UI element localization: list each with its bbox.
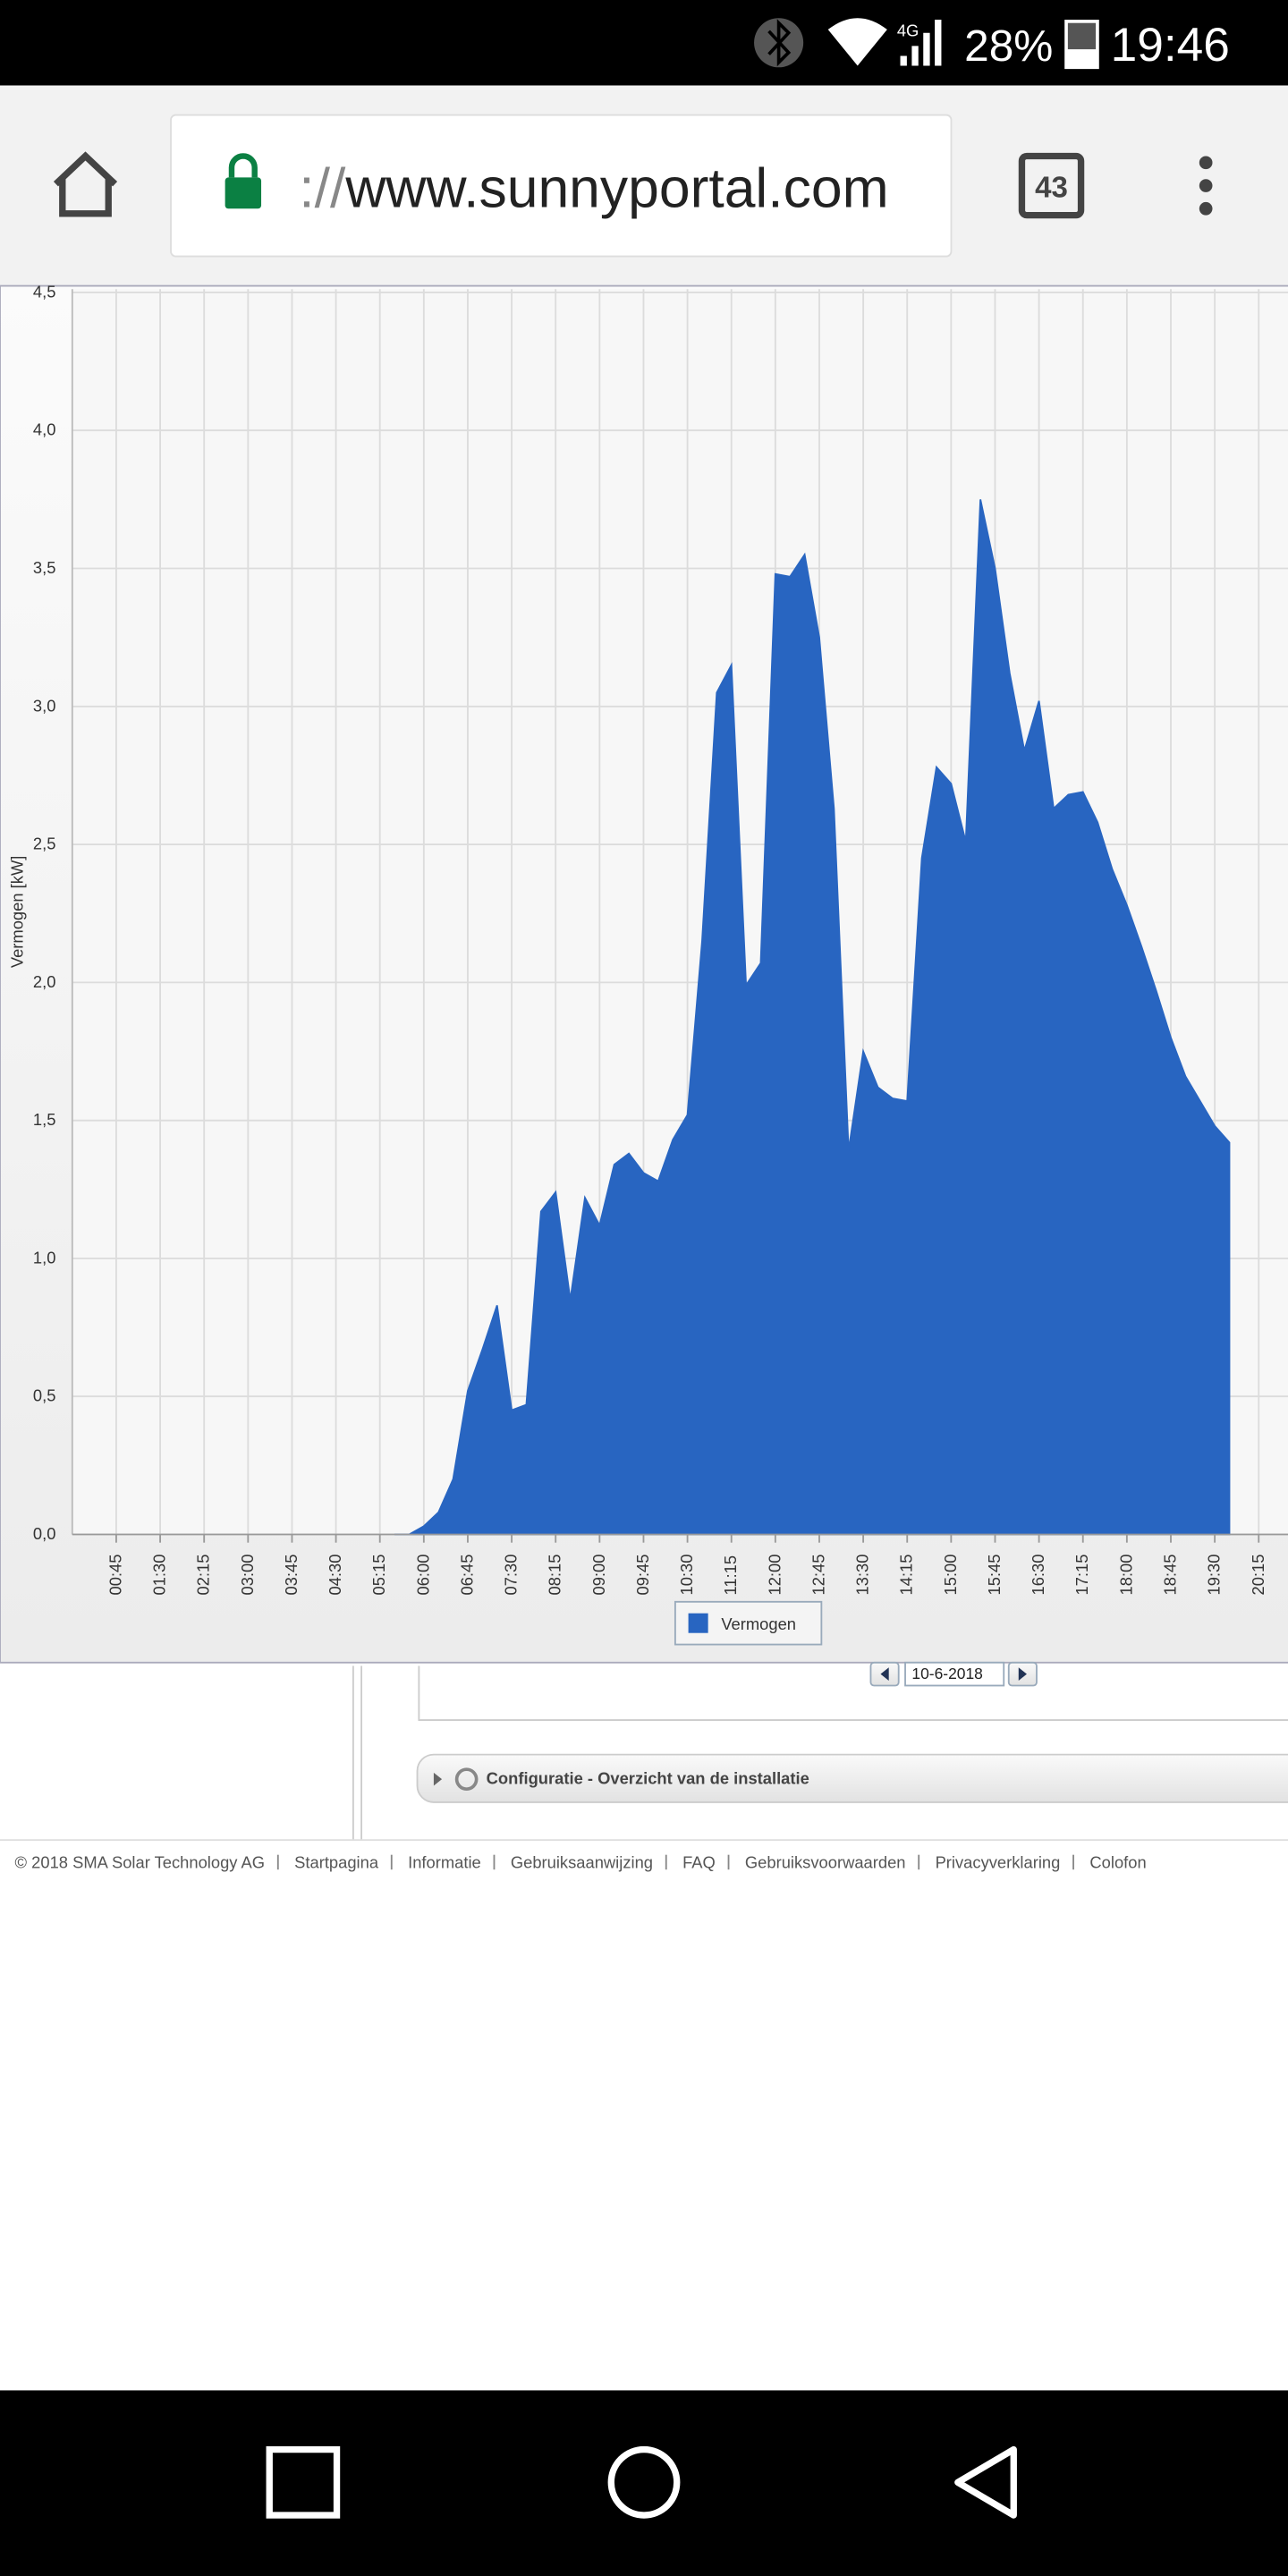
axis-labels: 0,0 0,5 1,0 1,5 2,0 2,5 3,0 3,5 4,0 4,5 00:45 01:30… <box>33 282 1267 1595</box>
y-tick-label: 0,0 <box>33 1524 56 1543</box>
footer-link[interactable]: Informatie <box>408 1852 481 1871</box>
legend-swatch <box>688 1613 708 1633</box>
network-type: 4G <box>897 21 919 39</box>
footer-link[interactable]: FAQ <box>682 1852 716 1871</box>
signal-icon <box>900 20 942 66</box>
x-tick-label: 14:15 <box>897 1555 916 1596</box>
footer: © 2018 SMA Solar Technology AG Startpagin… <box>15 1852 1147 1871</box>
footer-link: © 2018 SMA Solar Technology AG <box>15 1852 266 1871</box>
config-title: Configuratie - Overzicht van de installa… <box>487 1769 809 1788</box>
day-panel <box>418 1665 1288 1721</box>
legend-items: Vermogen <box>688 1613 796 1633</box>
x-tick-label: 10:30 <box>677 1555 696 1596</box>
gear-icon <box>454 1767 479 1792</box>
bluetooth-glyph <box>767 19 792 67</box>
battery-empty <box>1067 22 1097 50</box>
tab-count: 43 <box>1035 171 1068 204</box>
footer-link[interactable]: Gebruiksvoorwaarden <box>745 1852 906 1871</box>
menu-button[interactable] <box>1199 156 1213 216</box>
y-tick-label: 4,5 <box>33 282 56 301</box>
x-tick-label: 13:30 <box>853 1555 872 1596</box>
footer-link[interactable]: Gebruiksaanwijzing <box>511 1852 653 1871</box>
footer-link[interactable]: Privacyverklaring <box>936 1852 1061 1871</box>
x-tick-label: 03:45 <box>282 1555 301 1596</box>
home-button[interactable] <box>53 151 118 217</box>
url-scheme: :// <box>299 157 346 219</box>
x-tick-label: 00:45 <box>106 1555 124 1596</box>
plot <box>394 499 1231 1536</box>
next-arrow <box>1018 1667 1027 1681</box>
lock-icon <box>225 177 262 209</box>
nav-bar <box>0 2390 1288 2576</box>
x-tick-label: 02:15 <box>194 1555 213 1596</box>
x-tick-label: 15:45 <box>985 1555 1004 1596</box>
x-tick-label: 12:00 <box>765 1555 784 1596</box>
back-button[interactable] <box>954 2445 1017 2519</box>
y-tick-label: 1,5 <box>33 1110 56 1129</box>
y-tick-label: 0,5 <box>33 1386 56 1405</box>
wifi-icon <box>827 18 887 66</box>
clock: 19:46 <box>1111 19 1230 72</box>
y-tick-label: 3,5 <box>33 558 56 577</box>
url-host: www.sunnyportal.com <box>344 157 888 219</box>
prev-arrow <box>880 1667 889 1681</box>
battery-percent: 28% <box>964 21 1053 71</box>
url: ://www.sunnyportal.com <box>299 157 888 219</box>
lock-shackle <box>228 153 258 178</box>
x-tick-label: 19:30 <box>1205 1555 1224 1596</box>
y-tick-label: 4,0 <box>33 420 56 439</box>
y-tick-label: 3,0 <box>33 696 56 715</box>
y-tick-label: 2,0 <box>33 972 56 991</box>
tabs-button[interactable] <box>1018 152 1085 219</box>
legend-label: Vermogen <box>721 1614 796 1633</box>
x-tick-label: 06:00 <box>413 1555 432 1596</box>
x-tick-label: 08:15 <box>546 1555 564 1596</box>
x-tick-label: 04:30 <box>326 1555 344 1596</box>
x-tick-label: 11:15 <box>721 1555 740 1596</box>
x-tick-label: 07:30 <box>502 1555 521 1596</box>
date-input[interactable] <box>904 1661 1005 1687</box>
x-tick-label: 06:45 <box>457 1555 476 1596</box>
y-axis-label: Vermogen [kW] <box>8 856 27 969</box>
x-tick-label: 12:45 <box>809 1555 827 1596</box>
x-tick-label: 20:15 <box>1249 1555 1267 1596</box>
x-tick-label: 18:00 <box>1116 1555 1135 1596</box>
area <box>394 499 1231 1536</box>
x-tick-label: 03:00 <box>238 1555 257 1596</box>
recents-button[interactable] <box>266 2445 341 2519</box>
config-section[interactable] <box>416 1753 1288 1803</box>
x-tick-label: 18:45 <box>1161 1555 1180 1596</box>
footer-link[interactable]: Startpagina <box>294 1852 379 1871</box>
x-tick-label: 15:00 <box>941 1555 960 1596</box>
x-tick-label: 16:30 <box>1029 1555 1047 1596</box>
x-tick-label: 09:45 <box>633 1555 652 1596</box>
x-tick-label: 17:15 <box>1072 1555 1091 1596</box>
expand-arrow <box>433 1772 443 1786</box>
url-box[interactable] <box>170 114 953 258</box>
x-tick-label: 05:15 <box>369 1555 388 1596</box>
footer-link[interactable]: Colofon <box>1089 1852 1146 1871</box>
y-tick-label: 2,5 <box>33 835 56 853</box>
x-tick-label: 09:00 <box>589 1555 608 1596</box>
y-tick-label: 1,0 <box>33 1248 56 1267</box>
x-tick-label: 01:30 <box>150 1555 169 1596</box>
home-nav-button[interactable] <box>607 2445 681 2519</box>
date-text: 10-6-2018 <box>911 1665 982 1682</box>
